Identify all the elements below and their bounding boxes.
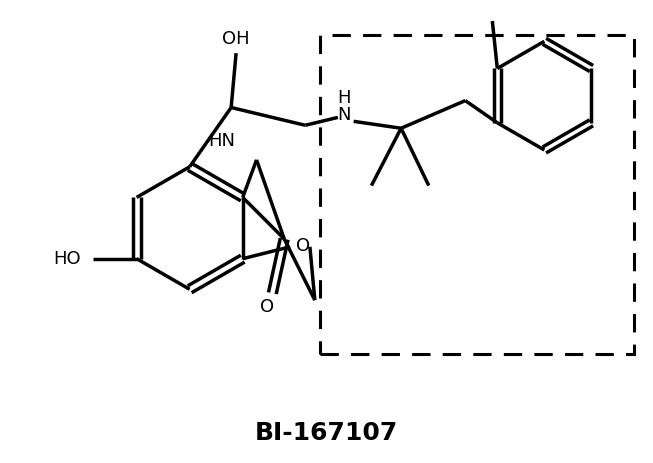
Text: O: O bbox=[296, 237, 310, 255]
Text: N: N bbox=[337, 106, 351, 125]
Text: H: H bbox=[337, 88, 351, 106]
Text: BI-167107: BI-167107 bbox=[255, 420, 398, 444]
Bar bbox=[320, 35, 634, 354]
Text: O: O bbox=[261, 298, 274, 316]
Text: OH: OH bbox=[222, 31, 250, 48]
Text: HN: HN bbox=[208, 132, 235, 150]
Text: HO: HO bbox=[54, 250, 81, 268]
